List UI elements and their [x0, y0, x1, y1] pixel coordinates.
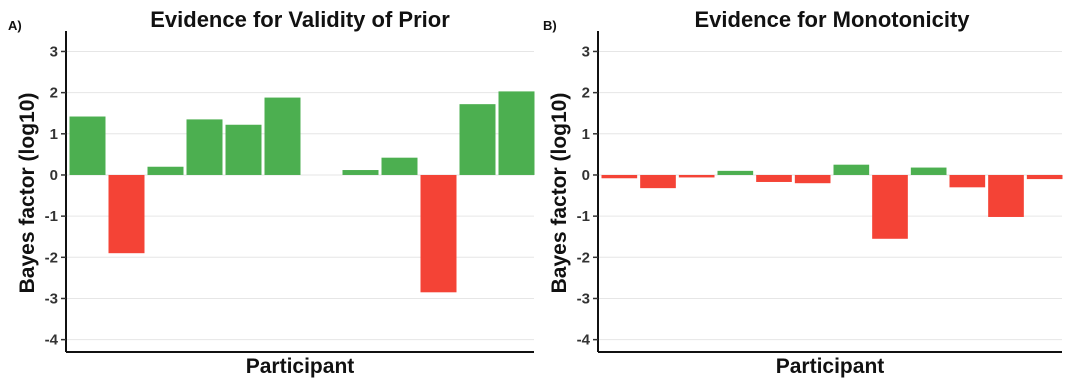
bar-participant-8: [342, 170, 379, 175]
bar-participant-4: [717, 170, 754, 175]
y-tick-label: 0: [50, 167, 58, 184]
bar-participant-1: [69, 116, 106, 175]
chart-title: Evidence for Monotonicity: [694, 7, 970, 32]
y-tick-label: 2: [50, 85, 58, 102]
bar-participant-4: [186, 119, 223, 175]
y-tick-label: 3: [582, 43, 590, 60]
bar-participant-8: [872, 174, 908, 239]
chart-panel-2: 3 2 1 0 -1 -2 -3 -4 Evidence for Monotonicity B) B…: [543, 7, 1063, 378]
bar-participant-9: [910, 167, 947, 175]
bar-participant-3: [147, 166, 184, 175]
bar-participant-11: [988, 174, 1024, 217]
y-axis-label: Bayes factor (log10): [16, 93, 39, 294]
bar-participant-6: [264, 97, 301, 175]
bar-participant-10: [420, 174, 457, 293]
bar-participant-1: [601, 174, 638, 179]
y-tick-label: -2: [577, 249, 590, 266]
chart-title: Evidence for Validity of Prior: [150, 7, 450, 32]
bar-participant-9: [381, 157, 418, 175]
bar-participant-5: [756, 174, 792, 182]
bar-participant-3: [678, 174, 715, 178]
y-tick-label: 1: [582, 126, 590, 143]
y-tick-label: 2: [582, 85, 590, 102]
y-tick-label: 0: [582, 167, 590, 184]
chart-panel-1: 3 2 1 0 -1 -2 -3 -4 Evidence for Validity of Pri…: [8, 7, 535, 378]
panel-label: A): [8, 18, 22, 33]
y-tick-label: 1: [50, 126, 58, 143]
y-tick-label: -4: [45, 332, 59, 349]
y-axis-label: Bayes factor (log10): [548, 93, 571, 294]
bar-participant-5: [225, 124, 262, 175]
panel-label: B): [543, 18, 557, 33]
bar-participant-10: [949, 174, 986, 188]
bar-participant-2: [108, 174, 145, 254]
y-tick-label: 3: [50, 43, 58, 60]
y-tick-label: -2: [45, 249, 58, 266]
bar-participant-7: [833, 164, 870, 175]
y-tick-label: -1: [577, 208, 590, 225]
y-tick-label: -3: [45, 290, 58, 307]
bar-participant-12: [1026, 174, 1063, 180]
bar-participant-6: [794, 174, 831, 184]
bar-participant-12: [498, 91, 535, 175]
bar-participant-2: [640, 174, 676, 189]
x-axis-label: Participant: [776, 355, 885, 378]
x-axis-label: Participant: [246, 355, 355, 378]
bar-participant-11: [459, 104, 496, 175]
y-tick-label: -1: [45, 208, 58, 225]
y-tick-label: -4: [577, 332, 591, 349]
y-tick-label: -3: [577, 290, 590, 307]
